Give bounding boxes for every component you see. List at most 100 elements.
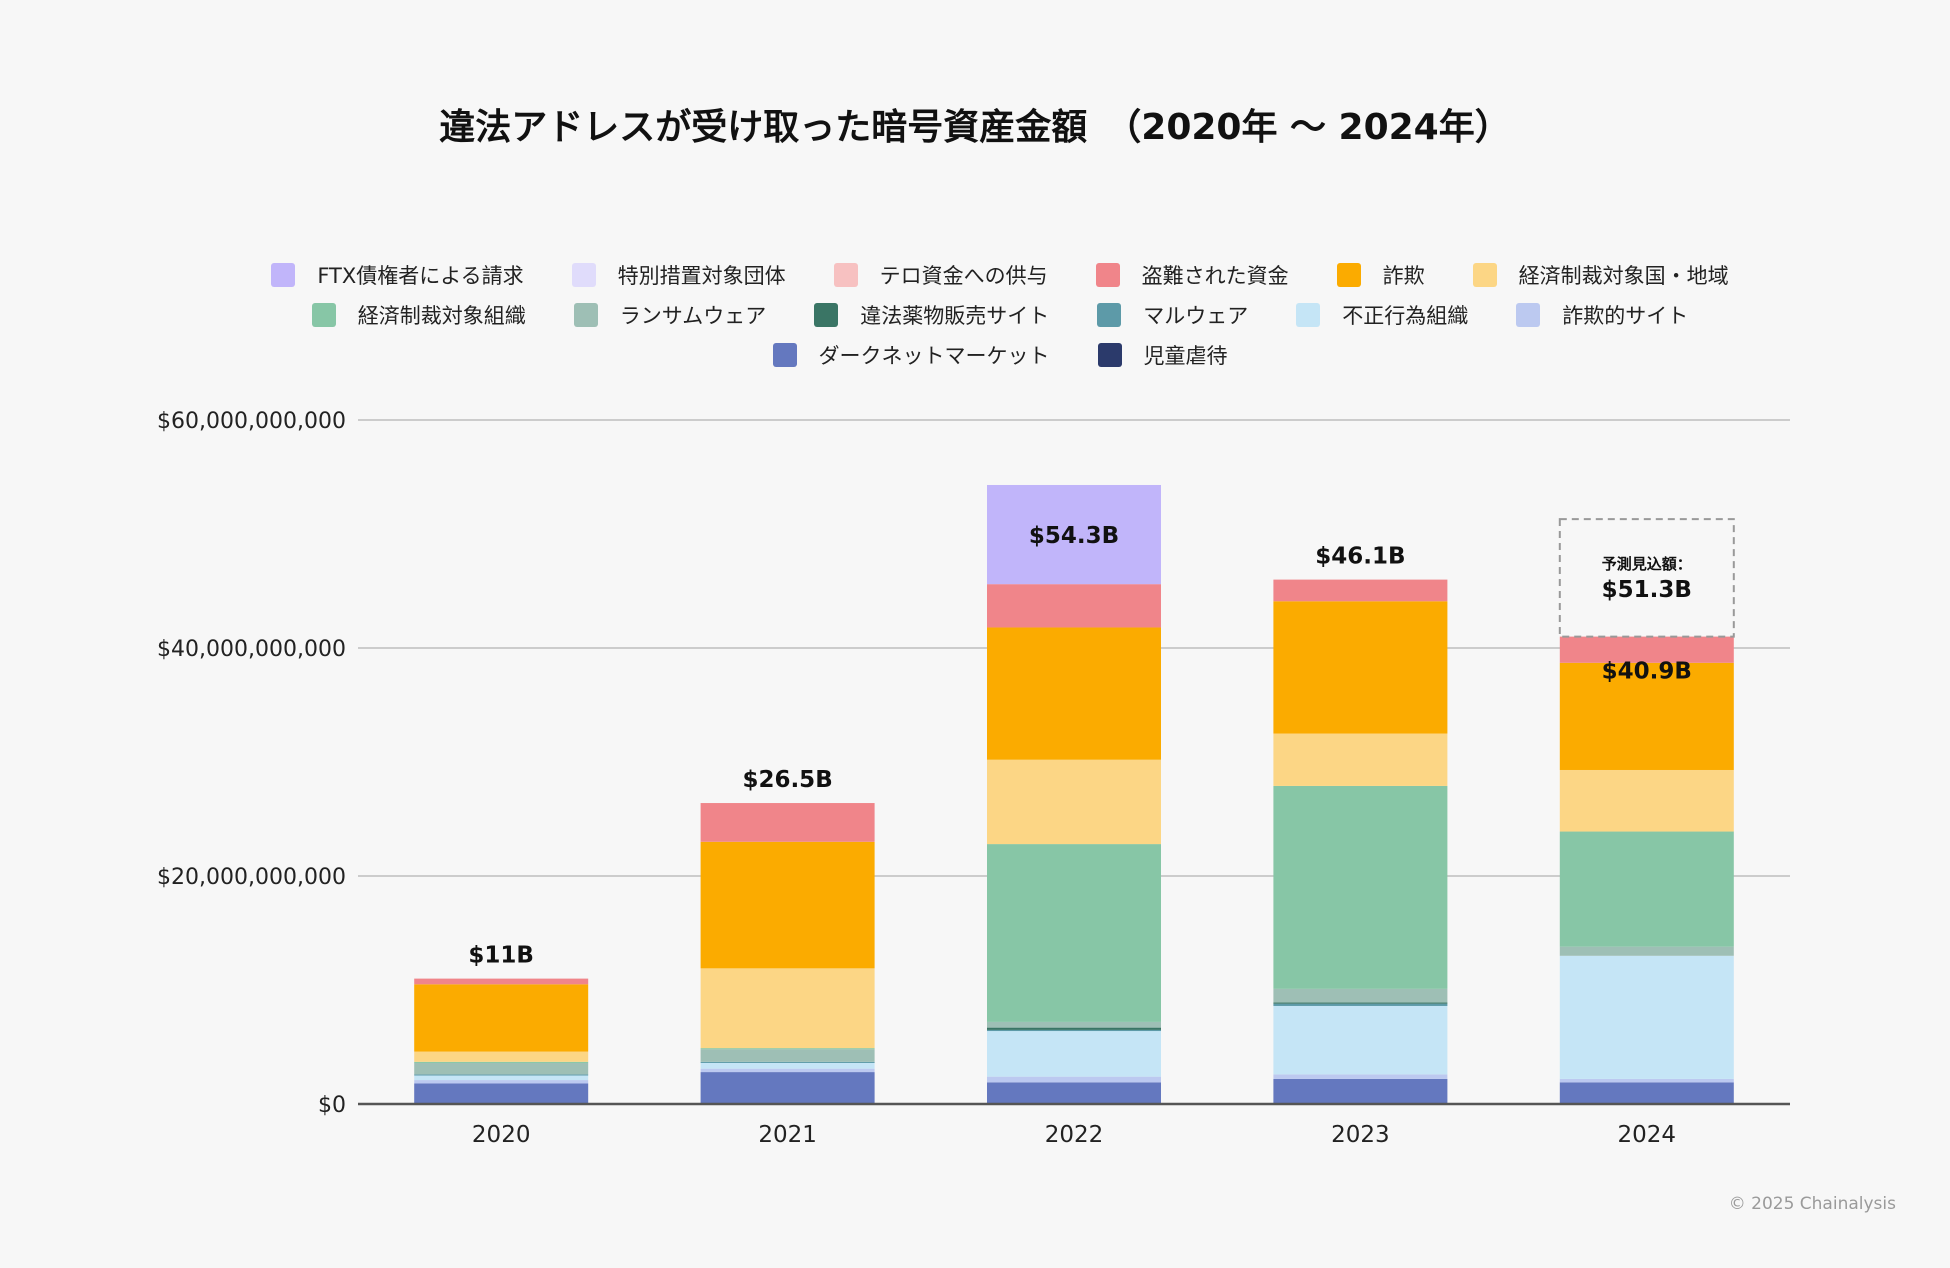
bar-segment [987,759,1161,845]
bar-segment [1273,733,1448,786]
legend-swatch [573,303,598,327]
bar-segment [700,1072,875,1104]
bar-segment [987,1027,1161,1030]
legend-label: 違法薬物販売サイト [860,304,1050,328]
bar-segment [700,1068,875,1073]
legend-swatch [311,303,336,327]
legend-label: ダークネットマーケット [818,344,1050,368]
bar-segment [414,1083,589,1104]
bar-segment [700,1061,875,1063]
legend-item: ダークネットマーケット [772,342,1050,368]
bar-total-label: $46.1B [1315,544,1405,570]
bar-segment [700,968,875,1049]
x-tick-label: 2020 [472,1122,531,1148]
legend-label: マルウェア [1143,304,1249,328]
bar-segment [1273,601,1448,734]
legend-label: ランサムウェア [619,304,767,328]
bar-segment [700,1048,875,1050]
bar-segment [700,1062,875,1069]
bar-segment [414,1061,589,1063]
bar-segment [1273,785,1448,989]
legend-item: 特別措置対象団体 [571,262,786,288]
bar-segment [414,1062,589,1075]
legend-swatch [1296,303,1321,327]
legend-label: 経済制裁対象組織 [357,304,526,328]
legend-label: 不正行為組織 [1342,304,1469,328]
bar-segment [1559,946,1734,956]
bar-segment [1559,955,1734,1079]
legend-item: テロ資金への供与 [833,262,1048,288]
legend-item: ランサムウェア [573,302,767,328]
y-tick-label: $20,000,000,000 [157,865,346,890]
bar-segment [987,1082,1161,1104]
legend-label: テロ資金への供与 [879,264,1048,288]
bar-segment [1273,988,1448,1003]
x-tick-label: 2022 [1045,1122,1104,1148]
bar-segment [987,1029,1161,1032]
bar-segment [1559,769,1734,832]
legend-item: 詐欺 [1336,262,1425,288]
legend-label: 詐欺 [1382,264,1425,288]
bar-segment [987,484,1161,585]
x-tick-label: 2021 [758,1122,817,1148]
legend-swatch [1336,263,1361,287]
legend-item: マルウェア [1097,302,1248,328]
bar-segment [1559,1078,1734,1083]
legend-swatch [571,263,596,287]
bar-segment [414,1080,589,1084]
bar-segment [414,978,589,985]
bar-segment [414,984,589,1052]
bar-segment [1559,1082,1734,1104]
bar-segment [1559,831,1734,947]
bar-segment [1273,1078,1448,1104]
legend-label: FTX債権者による請求 [317,264,524,288]
bar-segment [1273,1003,1448,1006]
legend-swatch [1097,303,1122,327]
legend-item: 児童虐待 [1097,342,1228,368]
bar-segment [1273,1005,1448,1075]
bar-total-label: $54.3B [1029,523,1119,549]
copyright-notice: © 2025 Chainalysis [1728,1194,1896,1214]
x-tick-label: 2023 [1331,1122,1390,1148]
legend-item: 経済制裁対象組織 [311,302,526,328]
legend-swatch [833,263,858,287]
bar-segment [700,841,875,969]
bar-total-label: $40.9B [1602,659,1692,685]
legend-item: 盗難された資金 [1095,262,1289,288]
bar-segment [987,1031,1161,1077]
legend-label: 詐欺的サイト [1562,304,1689,328]
bar-segment [987,584,1161,628]
y-tick-label: $0 [318,1093,346,1118]
bar-segment [1273,579,1448,602]
bar-segment [1559,662,1734,770]
legend-label: 経済制裁対象国・地域 [1518,264,1729,288]
legend-item: 経済制裁対象国・地域 [1472,262,1729,288]
bar-segment [414,1051,589,1062]
projection-label: 予測見込額： [1602,555,1692,573]
bar-segment [987,1021,1161,1028]
legend-item: 不正行為組織 [1296,302,1468,328]
legend-item: FTX債権者による請求 [271,262,524,288]
legend-swatch [1095,263,1120,287]
legend-swatch [814,303,839,327]
y-tick-label: $40,000,000,000 [157,637,346,662]
legend-swatch [1472,263,1497,287]
bar-segment [1559,636,1734,663]
legend-label: 盗難された資金 [1141,264,1289,288]
bar-segment [987,627,1161,760]
bar-segment [414,1074,589,1076]
legend-swatch [772,343,797,367]
chart-legend: FTX債権者による請求 特別措置対象団体 テロ資金への供与 盗難された資金 詐欺 経済制裁… [150,262,1850,368]
projection-value-label: $51.3B [1602,577,1692,603]
y-tick-label: $60,000,000,000 [157,409,346,434]
legend-item: 違法薬物販売サイト [814,302,1049,328]
legend-swatch [271,263,296,287]
bar-segment [414,1075,589,1081]
chart-title: 違法アドレスが受け取った暗号資産金額 （2020年 〜 2024年） [439,107,1511,148]
x-tick-label: 2024 [1618,1122,1677,1148]
bar-segment [700,803,875,842]
bar-segment [987,1076,1161,1083]
legend-item: 詐欺的サイト [1516,302,1688,328]
